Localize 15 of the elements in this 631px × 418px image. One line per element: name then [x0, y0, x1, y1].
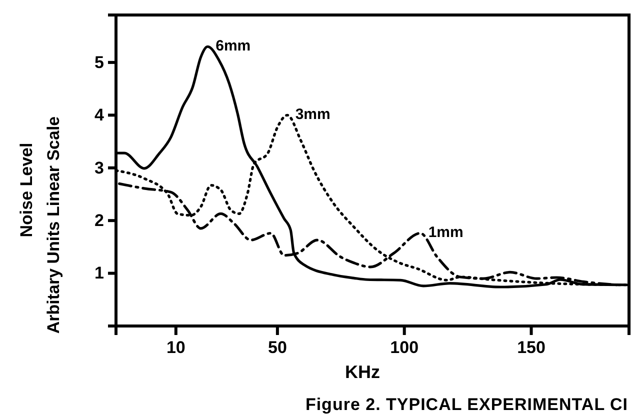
x-tick-label: 100	[390, 338, 419, 358]
x-tick-label: 150	[517, 338, 546, 358]
y-tick-label: 2	[94, 211, 104, 230]
series-label: 1mm	[428, 224, 464, 242]
x-tick-label: 10	[166, 338, 186, 358]
y-tick-label: 5	[94, 52, 104, 72]
x-axis-title: KHz	[345, 362, 380, 382]
y-tick-label: 4	[94, 106, 105, 125]
y-tick-label: 1	[94, 264, 104, 283]
y-tick-label: 3	[94, 158, 104, 178]
caption: Figure 2. TYPICAL EXPERIMENTAL CI	[305, 395, 628, 414]
series-label: 3mm	[295, 106, 330, 124]
x-tick-label: 50	[268, 338, 287, 358]
y-axis-title: Noise Level Arbitary Units Linear Scale	[17, 116, 63, 334]
series-label: 6mm	[216, 38, 251, 55]
